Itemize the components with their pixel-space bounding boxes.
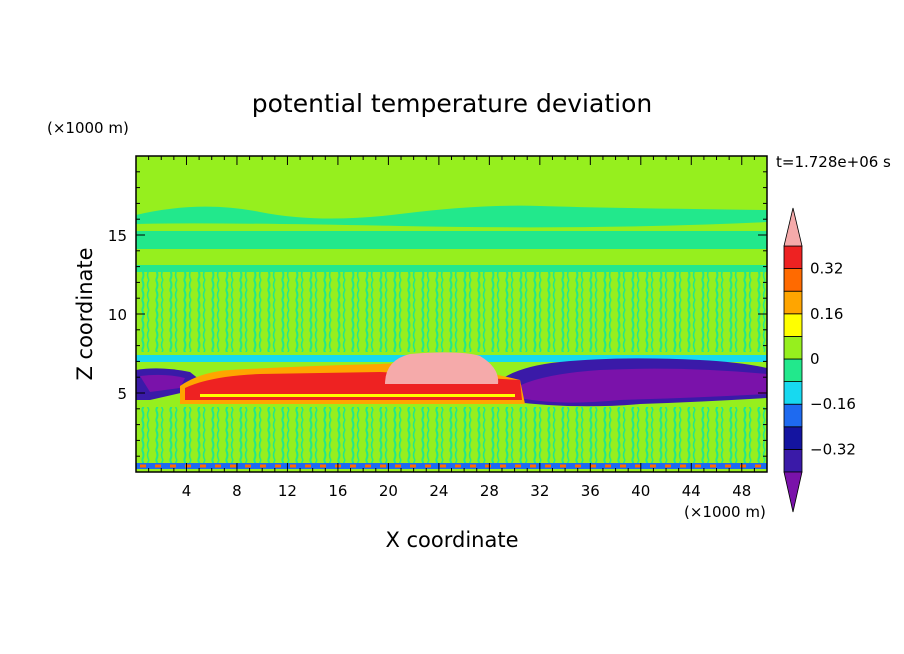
cold-left-core bbox=[140, 374, 185, 392]
colorbar-label: −0.16 bbox=[810, 395, 856, 413]
colorbar-swatch bbox=[783, 448, 803, 473]
time-label: t=1.728e+06 s bbox=[776, 153, 891, 171]
colorbar-swatch bbox=[783, 313, 803, 337]
y-tick-label: 10 bbox=[108, 306, 127, 324]
colorbar-swatch bbox=[783, 268, 803, 292]
x-tick-label: 20 bbox=[379, 482, 398, 500]
y-axis-ticks: 5 10 15 bbox=[108, 155, 767, 473]
colorbar: 0.32 0.16 0 −0.16 −0.32 bbox=[783, 207, 856, 513]
x-tick-label: 40 bbox=[631, 482, 650, 500]
x-tick-label: 24 bbox=[429, 482, 448, 500]
x-tick-label: 16 bbox=[328, 482, 347, 500]
colorbar-extend-max bbox=[783, 207, 803, 247]
colorbar-swatch bbox=[783, 381, 803, 405]
bottom-strip bbox=[136, 463, 767, 469]
colorbar-extend-min bbox=[783, 471, 803, 513]
x-tick-label: 4 bbox=[182, 482, 192, 500]
yellow-line bbox=[200, 394, 515, 397]
colorbar-label: 0.32 bbox=[810, 260, 843, 278]
plot-field bbox=[136, 156, 767, 472]
speckle-upper bbox=[136, 272, 767, 352]
colorbar-swatch bbox=[783, 426, 803, 450]
x-tick-label: 36 bbox=[581, 482, 600, 500]
x-axis-ticks: 4 8 12 16 20 24 28 32 36 40 44 48 bbox=[135, 156, 768, 500]
colorbar-swatch bbox=[783, 403, 803, 428]
upper-wave bbox=[136, 205, 767, 228]
colorbar-swatch bbox=[783, 245, 803, 270]
y-axis-label: Z coordinate bbox=[73, 247, 97, 380]
warm-top-region bbox=[385, 352, 499, 384]
x-axis-label: X coordinate bbox=[385, 528, 518, 552]
x-tick-label: 48 bbox=[732, 482, 751, 500]
speckle-lower bbox=[136, 407, 767, 465]
colorbar-swatch bbox=[783, 358, 803, 383]
colorbar-swatch bbox=[783, 335, 803, 360]
x-tick-label: 32 bbox=[530, 482, 549, 500]
colorbar-label: 0.16 bbox=[810, 305, 843, 323]
cold-right-core bbox=[515, 368, 767, 403]
y-tick-label: 5 bbox=[117, 385, 127, 403]
x-tick-label: 8 bbox=[232, 482, 242, 500]
chart-title: potential temperature deviation bbox=[252, 89, 652, 118]
y-tick-label: 15 bbox=[108, 227, 127, 245]
colorbar-label: 0 bbox=[810, 350, 820, 368]
colorbar-swatch bbox=[783, 290, 803, 315]
x-tick-label: 44 bbox=[682, 482, 701, 500]
upper-band bbox=[136, 231, 767, 249]
colorbar-label: −0.32 bbox=[810, 440, 856, 458]
y-unit-label: (×1000 m) bbox=[47, 119, 129, 137]
x-tick-label: 28 bbox=[480, 482, 499, 500]
x-tick-label: 12 bbox=[278, 482, 297, 500]
x-unit-label: (×1000 m) bbox=[684, 503, 766, 521]
